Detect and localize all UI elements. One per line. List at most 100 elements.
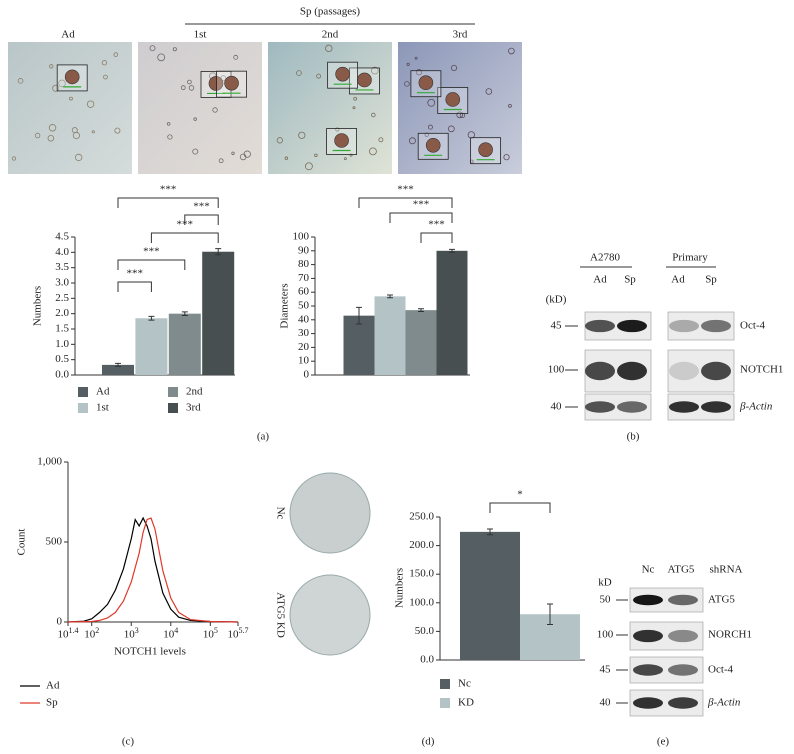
cell	[218, 158, 224, 164]
sphere	[334, 133, 349, 148]
y-tick-label: 100	[293, 231, 310, 243]
cell	[370, 66, 379, 75]
blot-band	[633, 594, 663, 606]
y-tick-label: 2.0	[55, 307, 69, 319]
unit-label: kD	[598, 577, 612, 589]
error-bar	[418, 308, 424, 313]
cell	[508, 47, 515, 55]
colony-label: Nc	[274, 507, 286, 520]
blot-band	[668, 697, 698, 709]
blot-band	[633, 629, 663, 643]
cell	[467, 131, 475, 139]
x-tick-exponent: 1.4	[69, 626, 79, 635]
legend-label: Nc	[458, 678, 471, 690]
image-label: 3rd	[453, 29, 468, 41]
legend-swatch	[440, 698, 450, 708]
legend-label: KD	[458, 697, 474, 709]
sphere	[357, 72, 372, 88]
cell	[371, 112, 376, 118]
cell	[47, 134, 55, 142]
error-bar	[547, 603, 553, 626]
error-bar	[215, 248, 222, 256]
blot-band	[701, 361, 731, 381]
blot-band	[701, 401, 731, 413]
blot-band	[617, 361, 647, 381]
cell	[49, 64, 54, 69]
protein-label: NORCH1	[708, 629, 752, 641]
bar	[168, 313, 201, 375]
blot-band	[701, 319, 731, 333]
cell	[296, 70, 302, 76]
y-tick-label: 2.5	[55, 292, 69, 304]
cell	[447, 125, 455, 133]
y-tick-label: 150.0	[409, 568, 434, 580]
cell	[276, 137, 284, 144]
sphere	[64, 69, 80, 85]
marker-label: 45	[600, 664, 612, 676]
y-tick-label: 0	[57, 616, 63, 628]
x-tick-label: 104	[163, 626, 178, 641]
sphere	[335, 66, 350, 82]
x-axis-label: NOTCH1 levels	[114, 646, 186, 658]
micrograph	[8, 42, 132, 174]
blot-band	[617, 319, 647, 333]
x-tick-label: 102	[84, 626, 99, 641]
sphere	[425, 137, 441, 153]
lane-label: ATG5	[668, 564, 695, 576]
legend-label: Ad	[46, 680, 60, 692]
cell	[284, 156, 289, 161]
cell	[113, 52, 119, 57]
y-tick-label: 4.0	[55, 246, 69, 258]
group-label: Sp (passages)	[300, 6, 361, 18]
x-tick-label: 105	[203, 626, 218, 641]
cell	[34, 132, 41, 139]
significance-label: ***	[160, 184, 177, 196]
significance-bracket	[358, 197, 453, 208]
lane-label: Sp	[624, 274, 636, 286]
histogram-line	[67, 517, 239, 623]
cell	[231, 151, 235, 155]
y-tick-label: 200.0	[409, 539, 434, 551]
legend-swatch	[78, 387, 88, 397]
lane-label: Ad	[671, 274, 685, 286]
x-tick-label: 105.7	[228, 626, 249, 641]
y-tick-label: 0.0	[420, 654, 434, 666]
cell	[305, 162, 313, 171]
cell	[369, 147, 377, 156]
legend-swatch	[440, 679, 450, 689]
colony-label: ATG5 KD	[274, 592, 286, 638]
significance-bracket	[150, 232, 219, 243]
cell	[58, 79, 66, 88]
y-tick-label: 1.5	[55, 323, 69, 335]
significance-bracket	[389, 212, 453, 223]
cell	[17, 78, 24, 84]
significance-label: *	[517, 489, 523, 501]
error-bar	[449, 248, 455, 253]
blot-band	[633, 664, 663, 676]
blot-band	[669, 319, 699, 333]
y-axis-label: Diameters	[279, 283, 291, 328]
bar	[102, 364, 134, 375]
y-tick-label: 4.5	[55, 231, 69, 243]
cell	[239, 153, 247, 161]
blot-band	[669, 401, 699, 413]
cell	[75, 153, 83, 162]
protein-label: NOTCH1	[740, 364, 783, 376]
micrograph	[398, 42, 522, 174]
y-axis-label: Numbers	[394, 568, 406, 608]
cell	[187, 79, 192, 85]
cell	[91, 130, 95, 134]
y-tick-label: 0.0	[55, 369, 69, 381]
significance-label: ***	[143, 246, 160, 258]
marker-label: 100	[597, 629, 614, 641]
y-axis-label: Count	[16, 529, 28, 556]
y-tick-label: 50.0	[415, 625, 435, 637]
blot-band	[668, 664, 698, 676]
significance-label: ***	[193, 201, 210, 213]
significance-label: ***	[397, 184, 414, 196]
colony-plate	[289, 472, 371, 554]
cell	[450, 64, 458, 71]
legend-label: Sp	[46, 697, 58, 709]
error-bar	[148, 315, 155, 321]
